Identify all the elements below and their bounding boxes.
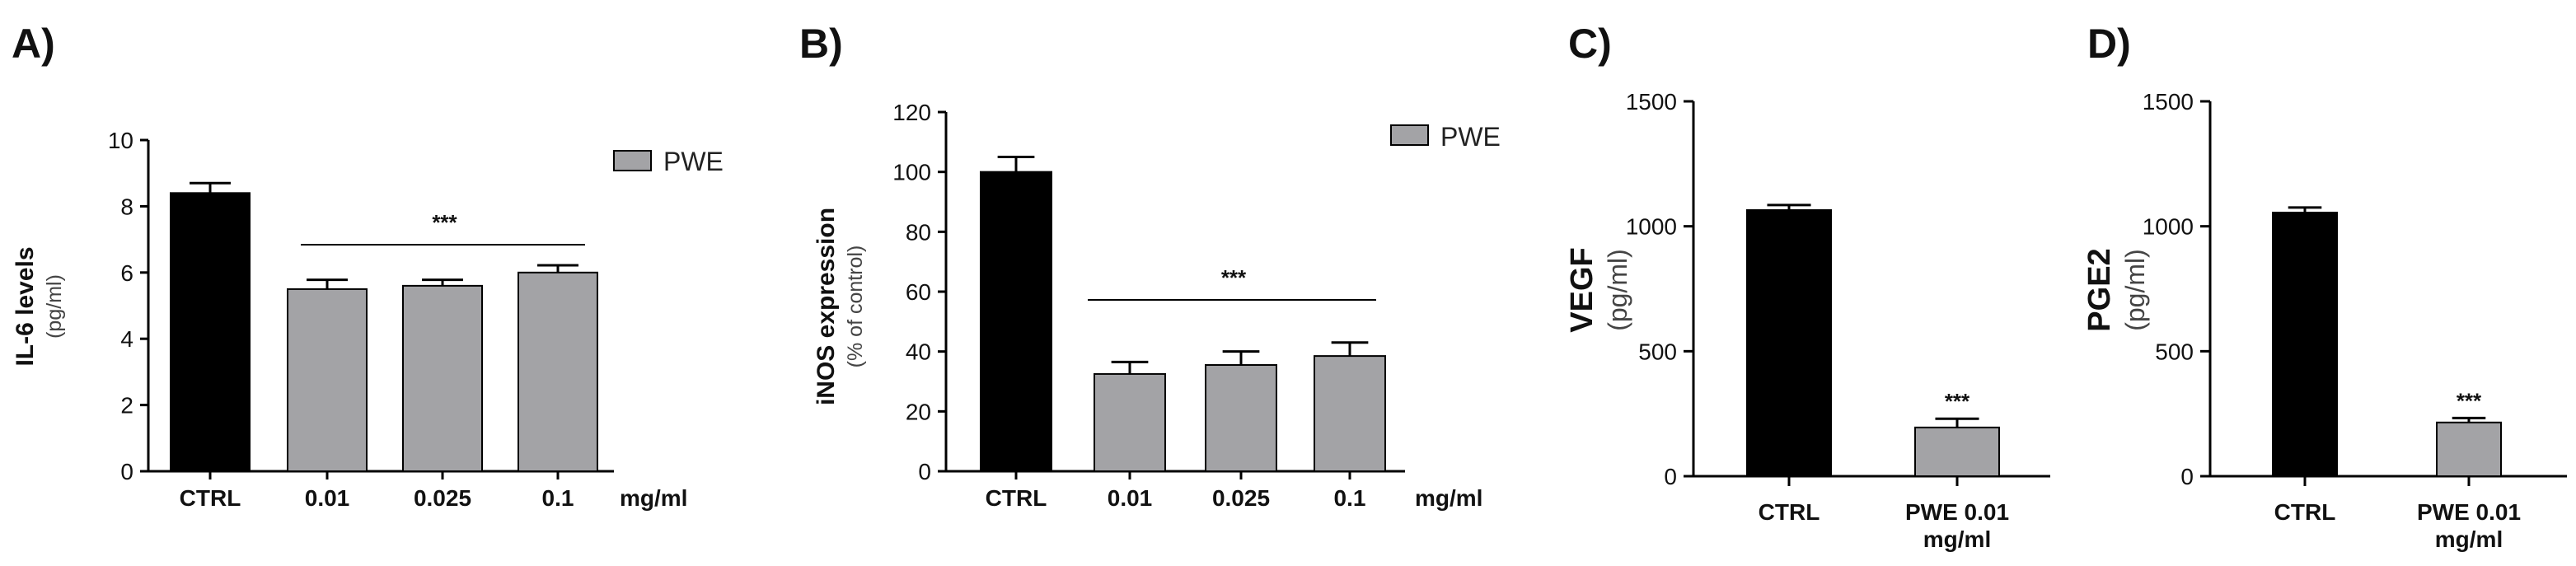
category-label: PWE 0.01 (1905, 499, 2009, 525)
category-label: CTRL (180, 485, 241, 511)
bar (2272, 211, 2338, 477)
bar (1205, 364, 1277, 472)
y-tick-label: 6 (120, 260, 133, 286)
bar (518, 271, 598, 472)
panel-label: D) (2087, 21, 2131, 67)
category-sublabel: mg/ml (1923, 526, 1991, 552)
category-label: 0.01 (1108, 485, 1153, 511)
legend-swatch (1390, 124, 1429, 146)
y-axis-label: VEGF (pg/ml) (1565, 247, 1632, 332)
x-unit-label: mg/ml (1415, 485, 1482, 511)
x-unit-label: mg/ml (620, 485, 687, 511)
y-tick-label: 0 (918, 459, 931, 484)
category-label: CTRL (2274, 499, 2336, 525)
bar (287, 288, 368, 472)
y-axis-label: iNOS expression (% of control) (813, 208, 867, 405)
y-tick-label: 40 (906, 339, 931, 365)
significance-mark: *** (2457, 388, 2482, 413)
y-axis-title: IL-6 levels (12, 246, 39, 366)
panel-label: A) (12, 21, 55, 67)
bar (1314, 355, 1386, 472)
bar (1914, 426, 2000, 477)
category-label: 0.025 (414, 485, 471, 511)
bar (1746, 208, 1832, 477)
y-axis-title: PGE2 (2082, 248, 2117, 331)
panel-label: B) (799, 21, 843, 67)
y-axis-label: PGE2 (pg/ml) (2082, 248, 2150, 331)
y-tick-label: 1000 (2143, 214, 2194, 240)
y-tick-label: 60 (906, 279, 931, 305)
significance-mark: *** (1221, 265, 1247, 290)
bar (1094, 372, 1166, 472)
y-tick-label: 1000 (1626, 214, 1677, 240)
y-tick-label: 20 (906, 399, 931, 424)
legend-label: PWE (663, 147, 724, 176)
y-tick-label: 80 (906, 219, 931, 245)
y-tick-label: 1500 (2143, 89, 2194, 115)
category-label: CTRL (1759, 499, 1820, 525)
y-tick-label: 10 (108, 128, 133, 153)
category-label: CTRL (986, 485, 1047, 511)
category-label: 0.1 (542, 485, 574, 511)
y-tick-label: 500 (2155, 339, 2194, 364)
category-sublabel: mg/ml (2435, 526, 2503, 552)
y-axis-unit: (% of control) (844, 246, 867, 368)
y-axis-unit: (pg/ml) (2120, 249, 2150, 331)
y-axis-unit: (pg/ml) (1603, 249, 1632, 331)
y-axis-title: VEGF (1565, 247, 1599, 332)
y-tick-label: 120 (892, 100, 931, 125)
y-axis-unit: (pg/ml) (43, 274, 66, 339)
significance-mark: *** (1945, 389, 1970, 414)
y-tick-label: 8 (120, 194, 133, 219)
y-tick-label: 0 (120, 459, 133, 484)
bar (2436, 421, 2502, 477)
panel-a: A) 0 2 4 6 8 10 CTRL 0.01 0.025 0.1 *** mg/ml PWE IL-6… (12, 21, 724, 511)
legend-label: PWE (1440, 122, 1501, 152)
bar (170, 192, 251, 472)
y-axis-label: IL-6 levels (pg/ml) (12, 246, 66, 366)
y-tick-label: 500 (1638, 339, 1677, 364)
y-tick-label: 4 (120, 326, 133, 352)
y-tick-label: 1500 (1626, 89, 1677, 115)
y-tick-label: 0 (2180, 464, 2194, 489)
panel-label: C) (1568, 21, 1612, 67)
bar (402, 284, 483, 472)
category-label: PWE 0.01 (2417, 499, 2521, 525)
category-label: 0.01 (305, 485, 350, 511)
y-tick-label: 100 (892, 160, 931, 185)
significance-mark: *** (432, 210, 457, 235)
bar (980, 171, 1052, 473)
category-label: 0.1 (1334, 485, 1366, 511)
panel-b: B) 0 20 40 60 80 100 120 CTRL 0.01 0.025 0.1 *** mg/m… (799, 21, 1501, 511)
y-tick-label: 0 (1664, 464, 1677, 489)
category-label: 0.025 (1212, 485, 1270, 511)
y-tick-label: 2 (120, 393, 133, 419)
legend-swatch (613, 150, 652, 171)
y-axis-title: iNOS expression (813, 208, 840, 405)
